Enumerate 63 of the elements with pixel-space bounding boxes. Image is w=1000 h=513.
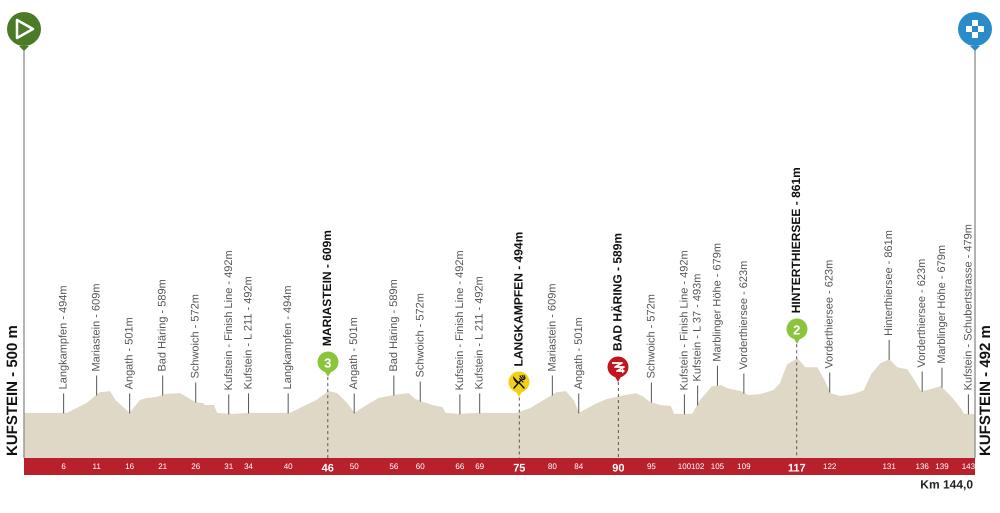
annotation: Schwoich - 572m — [414, 293, 426, 378]
annotation: Vorderthiersee - 623m — [738, 260, 750, 370]
x-tick-label: 69 — [475, 462, 485, 472]
x-tick-label: 100 — [678, 462, 692, 472]
x-tick-label: 122 — [823, 462, 837, 472]
x-tick-label: 56 — [389, 462, 399, 472]
x-tick-label: 60 — [416, 462, 426, 472]
annotation: Hinterthiersee - 861m — [883, 230, 896, 336]
annotation: Schwoich - 572m — [645, 294, 658, 378]
x-tick-label: 16 — [125, 462, 135, 472]
annotation: Kufstein - L 37 - 493m — [692, 274, 704, 382]
annotation: Kufstein - L 211 - 492m — [474, 276, 486, 390]
x-tick-label: 50 — [350, 462, 360, 472]
x-tick-label: 40 — [284, 462, 294, 472]
annotation: Angath - 501m — [124, 317, 136, 390]
annotation: Marblinger Höhe - 679m — [711, 243, 724, 362]
x-tick-label: 143 — [962, 462, 976, 472]
annotation: Kufstein - L 211 - 492m — [242, 276, 255, 390]
annotation: Bad Häring - 589m — [388, 279, 400, 372]
ref-line-label: BAD HÄRING - 589m — [610, 232, 625, 351]
annotation: Marblinger Höhe - 679m — [936, 244, 948, 364]
annotation: Kufstein - Finish Line - 492m — [222, 250, 235, 390]
x-tick-label: 131 — [882, 462, 896, 472]
x-tick-label: 84 — [574, 462, 584, 472]
annotation: Kufstein - Schubertstrasse - 479m — [962, 224, 974, 390]
x-tick-label: 80 — [548, 462, 558, 472]
annotation: Kufstein - Finish Line - 492m — [678, 250, 690, 390]
annotation: 3 — [324, 355, 332, 370]
annotation: Kufstein - Finish Line - 492m — [454, 250, 466, 390]
annotation: Schwoich - 572m — [190, 294, 202, 378]
annotation: Vorderthiersee - 623m — [916, 258, 928, 368]
ref-line-label: LANGKAMPFEN - 494m — [512, 232, 526, 366]
x-tick-label: 11 — [92, 462, 102, 472]
x-tick-label: 95 — [646, 462, 656, 472]
annotation: Angath - 501m — [348, 317, 360, 390]
x-tick-label: 66 — [455, 462, 465, 472]
x-tick-label: 6 — [61, 462, 66, 472]
x-tick-label: 102 — [690, 462, 705, 472]
x-tick-label: 90 — [612, 462, 624, 475]
x-tick-label: 31 — [224, 462, 234, 472]
x-tick-label: 105 — [710, 462, 725, 472]
x-tick-label: 117 — [788, 462, 806, 475]
annotation: Angath - 501m — [572, 317, 585, 390]
ref-line-label: MARIASTEIN - 609m — [320, 230, 334, 346]
text: Km 144,0 — [920, 477, 974, 492]
x-tick-label: 139 — [935, 462, 950, 472]
annotation: Langkampfen - 494m — [282, 285, 294, 390]
x-tick-label: 21 — [158, 462, 168, 472]
annotation: Mariastein - 609m — [546, 284, 558, 372]
ref-line-label: KUFSTEIN - 492 m — [977, 325, 994, 456]
x-tick-label: 109 — [737, 462, 752, 472]
x-tick-label: 46 — [322, 462, 334, 475]
ref-line-label: HINTERTHIERSEE - 861m — [789, 167, 803, 314]
x-tick-label: 34 — [244, 462, 254, 472]
ref-line-label: KUFSTEIN - 500 m — [4, 325, 22, 456]
annotation: Mariastein - 609m — [90, 284, 103, 372]
x-tick-label: 136 — [915, 462, 930, 472]
annotation: Bad Häring - 589m — [156, 279, 169, 372]
annotation: Langkampfen - 494m — [58, 285, 70, 390]
text: 2 — [793, 322, 800, 338]
x-tick-label: 75 — [513, 462, 526, 475]
annotation: Vorderthiersee - 623m — [824, 260, 836, 369]
x-tick-label: 26 — [191, 462, 201, 472]
